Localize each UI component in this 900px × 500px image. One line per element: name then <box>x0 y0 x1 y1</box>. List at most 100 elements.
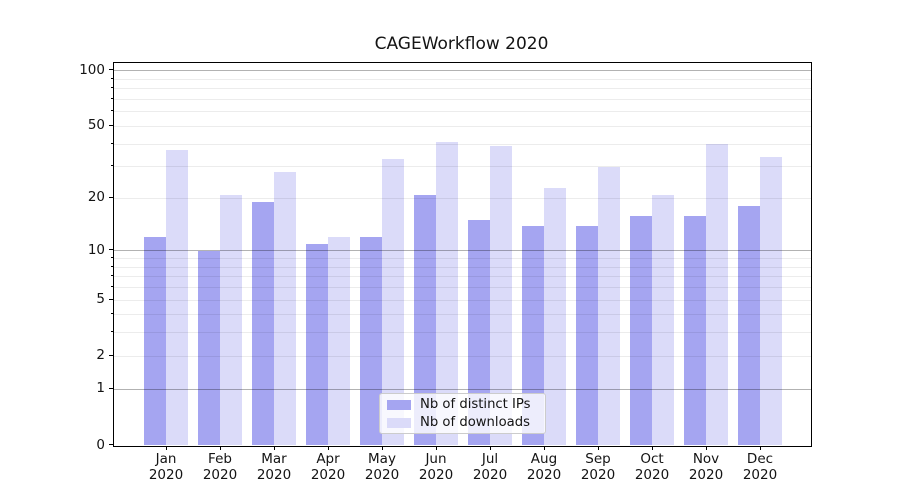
x-tick-mark-oct <box>651 445 653 450</box>
bar-distinct-ips-may <box>360 237 382 446</box>
y-tick-label-100: 100 <box>79 61 105 78</box>
bar-distinct-ips-feb <box>198 250 220 446</box>
y-minor-tick-mark-30 <box>110 165 113 167</box>
bar-distinct-ips-jan <box>144 237 166 446</box>
x-tick-label-apr: Apr 2020 <box>310 451 346 483</box>
y-minor-tick-mark-6 <box>110 286 113 288</box>
bar-downloads-nov <box>706 144 728 446</box>
y-tick-mark-2 <box>109 354 113 356</box>
y-tick-mark-20 <box>109 196 113 198</box>
bar-distinct-ips-nov <box>684 215 706 446</box>
bar-downloads-jan <box>166 150 188 446</box>
bar-downloads-jun <box>436 142 458 446</box>
y-minor-tick-mark-8 <box>110 265 113 267</box>
x-tick-mark-apr <box>327 445 329 450</box>
gridline-major-100 <box>114 70 811 72</box>
x-tick-label-may: May 2020 <box>364 451 400 483</box>
gridline-minor-2 <box>114 355 811 357</box>
y-tick-mark-100 <box>109 69 113 71</box>
legend-swatch-distinct-ips <box>387 399 411 410</box>
y-minor-tick-mark-4 <box>110 313 113 315</box>
y-minor-tick-mark-80 <box>110 87 113 89</box>
y-tick-mark-10 <box>109 249 113 251</box>
legend-item-downloads: Nb of downloads <box>380 415 545 430</box>
bar-distinct-ips-jul <box>468 220 490 446</box>
bar-distinct-ips-apr <box>306 243 328 446</box>
bar-downloads-mar <box>274 172 296 446</box>
y-tick-label-1: 1 <box>96 380 105 397</box>
gridline-minor-50 <box>114 125 811 127</box>
x-tick-label-oct: Oct 2020 <box>634 451 670 483</box>
x-tick-mark-feb <box>219 445 221 450</box>
gridline-minor-20 <box>114 197 811 199</box>
legend-swatch-downloads <box>387 417 411 428</box>
bar-downloads-aug <box>544 187 566 446</box>
x-tick-label-feb: Feb 2020 <box>202 451 238 483</box>
gridline-major-1 <box>114 388 811 390</box>
gridline-minor-80 <box>114 88 811 90</box>
bar-distinct-ips-dec <box>738 206 760 446</box>
legend-label-distinct-ips: Nb of distinct IPs <box>420 397 531 412</box>
bar-downloads-dec <box>760 156 782 446</box>
y-minor-tick-mark-40 <box>110 142 113 144</box>
gridline-minor-7 <box>114 276 811 278</box>
y-tick-label-10: 10 <box>87 241 105 258</box>
x-tick-label-dec: Dec 2020 <box>742 451 778 483</box>
x-tick-mark-nov <box>705 445 707 450</box>
y-tick-mark-1 <box>109 387 113 389</box>
gridline-minor-40 <box>114 143 811 145</box>
bar-downloads-oct <box>652 194 674 446</box>
gridline-major-10 <box>114 250 811 252</box>
bar-downloads-jul <box>490 146 512 446</box>
chart-title: CAGEWorkflow 2020 <box>374 34 549 54</box>
gridline-minor-30 <box>114 166 811 168</box>
x-tick-label-jun: Jun 2020 <box>418 451 454 483</box>
x-tick-label-nov: Nov 2020 <box>688 451 724 483</box>
bar-downloads-may <box>382 159 404 446</box>
gridline-minor-90 <box>114 78 811 80</box>
legend-label-downloads: Nb of downloads <box>420 415 530 430</box>
legend-item-distinct-ips: Nb of distinct IPs <box>380 397 545 412</box>
y-tick-mark-50 <box>109 124 113 126</box>
bar-distinct-ips-jun <box>414 194 436 446</box>
x-tick-mark-jun <box>435 445 437 450</box>
gridline-minor-5 <box>114 299 811 301</box>
y-tick-mark-5 <box>109 298 113 300</box>
y-tick-label-20: 20 <box>87 189 105 206</box>
x-tick-mark-may <box>381 445 383 450</box>
x-tick-mark-mar <box>273 445 275 450</box>
bar-downloads-apr <box>328 237 350 446</box>
y-minor-tick-mark-9 <box>110 257 113 259</box>
y-minor-tick-mark-7 <box>110 275 113 277</box>
bar-distinct-ips-aug <box>522 225 544 446</box>
gridline-minor-8 <box>114 266 811 268</box>
bar-downloads-sep <box>598 166 620 446</box>
plot-area <box>113 62 812 447</box>
y-minor-tick-mark-60 <box>110 110 113 112</box>
gridline-minor-3 <box>114 332 811 334</box>
y-tick-mark-0 <box>109 444 113 445</box>
x-tick-mark-aug <box>543 445 545 450</box>
gridline-minor-6 <box>114 287 811 289</box>
y-tick-label-5: 5 <box>96 291 105 308</box>
bar-distinct-ips-oct <box>630 215 652 446</box>
y-minor-tick-mark-90 <box>110 77 113 79</box>
bar-downloads-feb <box>220 194 242 446</box>
bar-distinct-ips-mar <box>252 202 274 446</box>
x-tick-label-sep: Sep 2020 <box>580 451 616 483</box>
y-tick-label-2: 2 <box>96 347 105 364</box>
x-tick-label-jul: Jul 2020 <box>472 451 508 483</box>
gridline-minor-4 <box>114 314 811 316</box>
bar-distinct-ips-sep <box>576 225 598 446</box>
gridline-minor-60 <box>114 111 811 113</box>
gridline-minor-9 <box>114 258 811 260</box>
x-tick-mark-jul <box>489 445 491 450</box>
y-tick-label-0: 0 <box>96 436 105 453</box>
x-tick-mark-dec <box>759 445 761 450</box>
x-tick-label-aug: Aug 2020 <box>526 451 562 483</box>
y-tick-label-50: 50 <box>87 117 105 134</box>
y-minor-tick-mark-3 <box>110 331 113 333</box>
x-tick-mark-sep <box>597 445 599 450</box>
x-tick-label-jan: Jan 2020 <box>148 451 184 483</box>
